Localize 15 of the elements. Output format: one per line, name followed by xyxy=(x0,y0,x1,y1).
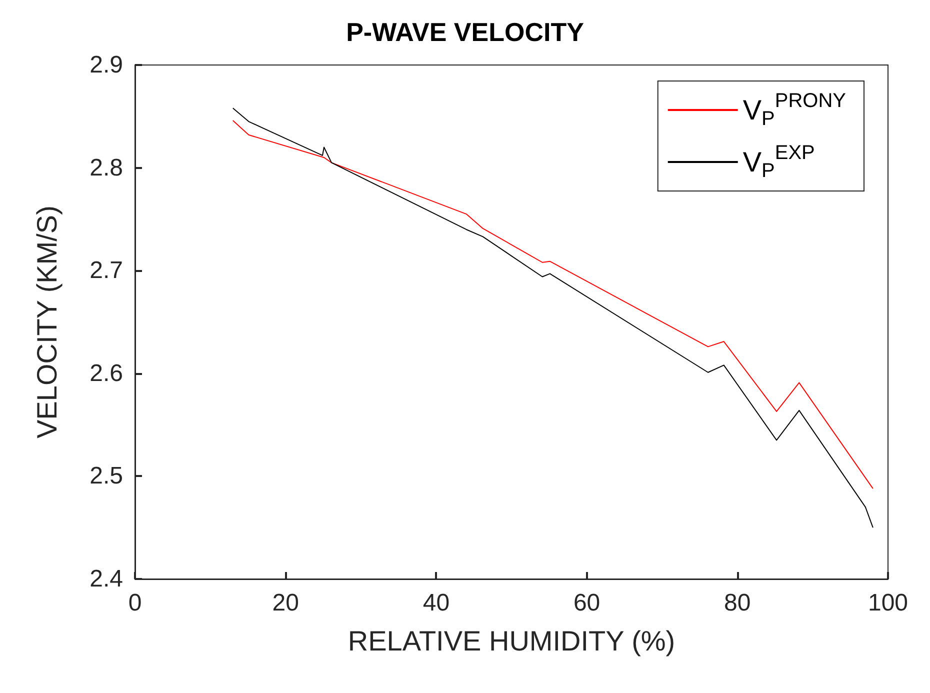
y-axis-title: VELOCITY (KM/S) xyxy=(32,206,62,438)
x-tick-label: 60 xyxy=(573,590,600,616)
x-tick-label: 0 xyxy=(128,590,142,616)
y-tick-label: 2.5 xyxy=(90,462,123,490)
y-tick-label: 2.4 xyxy=(90,566,123,592)
x-tick-label: 20 xyxy=(272,590,299,616)
x-axis-title: RELATIVE HUMIDITY (%) xyxy=(348,626,676,656)
x-tick-label: 80 xyxy=(724,590,751,616)
chart-title: P-WAVE VELOCITY xyxy=(346,17,584,47)
y-tick-label: 2.7 xyxy=(90,257,123,284)
x-tick-label: 100 xyxy=(868,590,908,616)
x-tick-label: 40 xyxy=(422,590,450,616)
y-tick-label: 2.8 xyxy=(90,154,123,182)
y-tick-label: 2.6 xyxy=(90,360,123,387)
y-tick-label: 2.9 xyxy=(90,52,123,78)
